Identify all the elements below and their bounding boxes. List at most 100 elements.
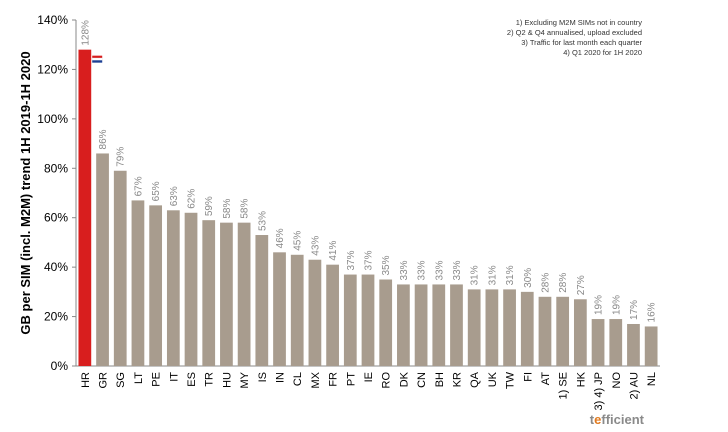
data-label-2: 79% <box>116 147 127 167</box>
y-tick-label-80: 80% <box>44 161 68 175</box>
data-label-20: 33% <box>434 260 445 280</box>
croatia-flag-icon <box>92 55 103 58</box>
y-axis-title: GB per SIM (incl. M2M) trend 1H 2019-1H … <box>18 51 33 334</box>
x-tick-label-27: 1) SE <box>558 372 570 400</box>
y-tick-label-60: 60% <box>44 211 68 225</box>
x-tick-label-22: QA <box>469 371 481 388</box>
y-tick-label-0: 0% <box>51 359 69 373</box>
x-tick-label-4: PE <box>151 372 163 387</box>
data-label-22: 31% <box>470 265 481 285</box>
data-label-29: 19% <box>594 295 605 315</box>
x-tick-label-0: HR <box>80 372 92 388</box>
data-label-19: 33% <box>417 260 428 280</box>
x-tick-label-29: 3) 4) JP <box>593 372 605 411</box>
footnote-4: 4) Q1 2020 for 1H 2020 <box>563 48 642 57</box>
bar-22 <box>467 289 481 366</box>
x-tick-label-13: MX <box>310 371 322 388</box>
y-tick-label-140: 140% <box>37 13 68 27</box>
x-tick-label-12: CL <box>292 372 304 386</box>
data-label-18: 33% <box>399 260 410 280</box>
y-tick-label-20: 20% <box>44 310 68 324</box>
data-label-32: 16% <box>647 302 658 322</box>
x-tick-label-8: HU <box>221 372 233 388</box>
x-tick-label-15: PT <box>345 372 357 386</box>
data-label-11: 46% <box>275 228 286 248</box>
data-label-4: 65% <box>151 181 162 201</box>
y-tick-label-40: 40% <box>44 260 68 274</box>
x-tick-label-11: IN <box>275 372 287 383</box>
data-label-14: 41% <box>328 241 339 261</box>
bar-30 <box>609 319 623 366</box>
bar-24 <box>503 289 516 366</box>
croatia-flag-blue <box>92 60 103 63</box>
data-label-27: 28% <box>558 273 569 293</box>
bar-13 <box>308 259 322 366</box>
data-label-17: 35% <box>381 255 392 275</box>
bar-16 <box>361 274 375 366</box>
data-label-13: 43% <box>310 236 321 256</box>
data-label-31: 17% <box>629 300 640 320</box>
data-label-25: 30% <box>523 268 534 288</box>
footnote-3: 3) Traffic for last month each quarter <box>521 38 642 47</box>
footnote-1: 1) Excluding M2M SIMs not in country <box>515 18 642 27</box>
x-tick-label-19: CN <box>416 372 428 388</box>
data-label-6: 62% <box>187 189 198 209</box>
data-label-21: 33% <box>452 260 463 280</box>
bar-0 <box>78 49 92 367</box>
data-label-8: 58% <box>222 199 233 219</box>
bar-10 <box>255 235 269 366</box>
x-tick-label-20: BH <box>434 372 446 387</box>
x-tick-label-10: IS <box>257 372 269 382</box>
x-tick-label-30: NO <box>611 372 623 389</box>
x-tick-label-7: TR <box>204 372 216 387</box>
data-label-28: 27% <box>576 275 587 295</box>
croatia-flag-white <box>92 57 103 61</box>
data-label-3: 67% <box>133 176 144 196</box>
data-label-30: 19% <box>611 295 622 315</box>
x-tick-label-31: 2) AU <box>628 372 640 400</box>
bar-27 <box>556 296 570 366</box>
bar-9 <box>237 222 251 366</box>
x-tick-label-23: UK <box>487 371 499 387</box>
data-label-24: 31% <box>505 265 516 285</box>
bar-18 <box>397 284 410 366</box>
bar-2 <box>113 170 127 366</box>
data-label-5: 63% <box>169 186 180 206</box>
x-tick-label-26: AT <box>540 372 552 386</box>
y-tick-label-120: 120% <box>37 62 68 76</box>
x-tick-label-24: TW <box>505 371 517 389</box>
bar-15 <box>343 274 357 366</box>
bar-25 <box>520 291 534 366</box>
bar-12 <box>290 254 304 366</box>
tefficient-logo: tefficient <box>589 412 644 427</box>
x-tick-label-9: MY <box>239 371 251 388</box>
x-tick-label-5: IT <box>168 372 180 382</box>
y-tick-label-100: 100% <box>37 112 68 126</box>
bar-1 <box>96 153 109 366</box>
data-label-15: 37% <box>346 250 357 270</box>
data-label-0: 128% <box>80 20 91 46</box>
bar-29 <box>591 319 605 366</box>
bar-19 <box>414 284 428 366</box>
data-label-26: 28% <box>540 273 551 293</box>
footnotes: 1) Excluding M2M SIMs not in country 2) … <box>507 18 642 58</box>
x-tick-label-17: RO <box>381 372 393 389</box>
data-label-7: 59% <box>204 196 215 216</box>
bar-21 <box>450 284 463 366</box>
x-tick-label-32: NL <box>646 372 658 386</box>
footnote-2: 2) Q2 & Q4 annualised, upload excluded <box>506 28 642 37</box>
bar-11 <box>273 252 286 366</box>
bar-5 <box>166 210 180 366</box>
data-label-16: 37% <box>364 250 375 270</box>
x-tick-label-3: LT <box>133 372 145 384</box>
data-label-10: 53% <box>257 211 268 231</box>
x-tick-label-16: IE <box>363 372 375 382</box>
bar-23 <box>485 289 499 366</box>
data-label-12: 45% <box>293 231 304 251</box>
x-tick-label-25: FI <box>522 372 534 382</box>
bar-26 <box>538 296 552 366</box>
x-tick-label-21: KR <box>451 372 463 387</box>
x-tick-label-28: HK <box>575 371 587 387</box>
